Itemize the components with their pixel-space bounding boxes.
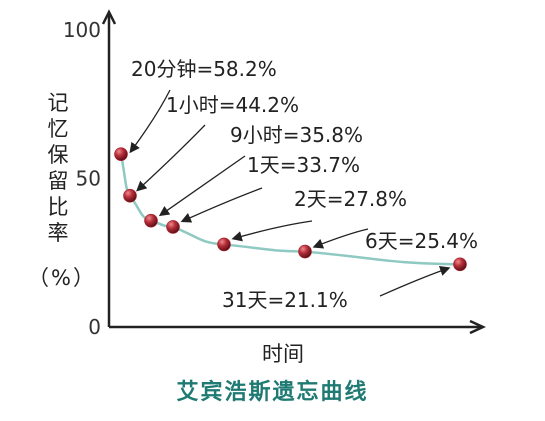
annotation-arrow-icon — [129, 89, 171, 154]
data-point — [114, 147, 128, 161]
data-marks — [114, 147, 467, 272]
annotation-arrow-icon — [312, 228, 369, 249]
annotation-arrow-icon — [231, 220, 313, 242]
x-axis-arrow-icon — [469, 319, 486, 335]
data-label: 31天=21.1% — [222, 288, 348, 312]
y-axis-label: 记 忆 保 留 比 率 — [38, 90, 78, 246]
annotation-arrow-icon — [379, 266, 451, 297]
y-axis-unit: （%） — [28, 266, 96, 290]
y-label-char: 记 — [47, 91, 69, 115]
data-point — [123, 188, 137, 203]
annotations: 20分钟=58.2% 1小时=44.2% 9小时=35.8% 1天=33.7% 2天=2… — [129, 57, 478, 312]
y-tick-label: 0 — [88, 315, 101, 339]
data-label: 2天=27.8% — [294, 187, 407, 211]
data-label: 1天=33.7% — [247, 153, 360, 177]
data-point — [166, 220, 180, 234]
data-label: 9小时=35.8% — [230, 123, 363, 147]
y-tick-label: 100 — [63, 18, 101, 42]
data-point — [144, 213, 158, 228]
data-point — [217, 237, 231, 252]
data-label: 6天=25.4% — [365, 229, 478, 253]
y-label-char: 比 — [47, 195, 69, 219]
data-point — [453, 257, 467, 272]
x-axis-label: 时间 — [262, 342, 304, 366]
y-label-char: 留 — [47, 169, 69, 193]
annotation-arrow-icon — [158, 155, 246, 217]
chart-title: 艾宾浩斯遗忘曲线 — [176, 379, 369, 405]
y-label-char: 忆 — [47, 117, 69, 141]
annotation-arrow-icon — [180, 187, 263, 223]
axes: 0 50 100 — [63, 9, 486, 339]
y-label-char: 率 — [47, 221, 69, 245]
data-point — [298, 244, 312, 259]
annotation-arrow-icon — [136, 124, 206, 192]
y-axis-arrow-icon — [101, 9, 117, 25]
data-label: 20分钟=58.2% — [131, 57, 277, 81]
y-tick-label: 50 — [76, 167, 101, 191]
y-label-char: 保 — [47, 143, 69, 167]
data-label: 1小时=44.2% — [166, 93, 299, 117]
